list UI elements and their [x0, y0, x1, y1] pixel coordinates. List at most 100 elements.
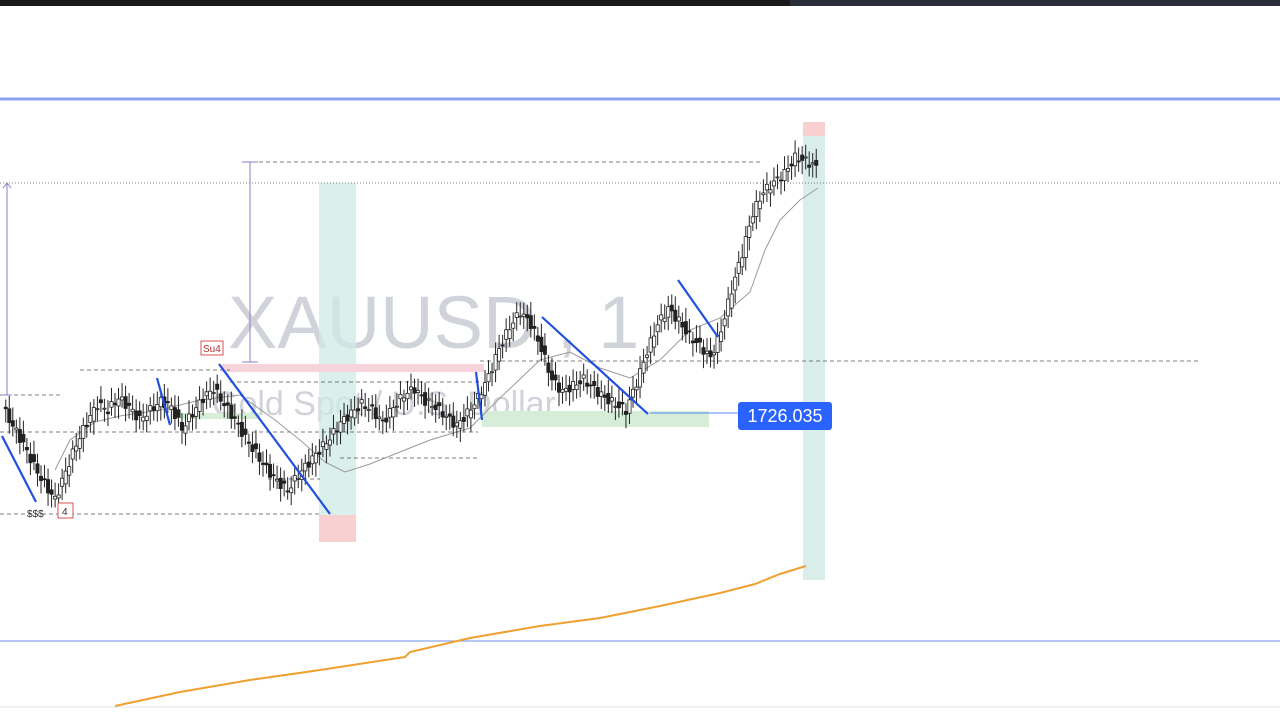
candle-body[interactable] [303, 462, 308, 472]
candle-body[interactable] [701, 347, 706, 355]
trend-lines[interactable] [1, 279, 719, 515]
candle-body[interactable] [250, 444, 255, 452]
candle-body[interactable] [779, 179, 784, 182]
candles-group[interactable] [3, 140, 819, 511]
candle-body[interactable] [440, 411, 445, 418]
candle-body[interactable] [535, 335, 540, 342]
candle-body[interactable] [743, 236, 748, 258]
candle-body[interactable] [683, 321, 688, 335]
candle-body[interactable] [7, 408, 12, 423]
candle-body[interactable] [260, 462, 265, 465]
candle-body[interactable] [183, 425, 188, 434]
candle-body[interactable] [218, 393, 223, 402]
candle-body[interactable] [465, 408, 470, 417]
candle-body[interactable] [616, 401, 621, 409]
candle-body[interactable] [236, 422, 241, 425]
candle-body[interactable] [331, 428, 336, 435]
candle-body[interactable] [782, 169, 787, 182]
candle-body[interactable] [373, 407, 378, 420]
candle-body[interactable] [31, 454, 36, 462]
candle-body[interactable] [426, 398, 431, 401]
last-price-label[interactable]: 1726.035 [738, 402, 832, 430]
candle-body[interactable] [246, 441, 251, 444]
candle-body[interactable] [169, 405, 174, 411]
candle-body[interactable] [105, 411, 110, 415]
candle-body[interactable] [60, 477, 65, 487]
candle-body[interactable] [567, 384, 572, 393]
candle-body[interactable] [412, 387, 417, 394]
red-zone-right-top[interactable] [803, 122, 825, 136]
candle-body[interactable] [194, 407, 199, 417]
candle-body[interactable] [102, 407, 107, 410]
candle-body[interactable] [204, 391, 209, 397]
candle-body[interactable] [215, 383, 220, 390]
candle-body[interactable] [387, 408, 392, 418]
candle-body[interactable] [609, 397, 614, 402]
candle-body[interactable] [581, 374, 586, 379]
candle-body[interactable] [761, 192, 766, 196]
candle-body[interactable] [810, 162, 815, 165]
candle-body[interactable] [803, 156, 808, 159]
candle-body[interactable] [17, 429, 22, 443]
candle-body[interactable] [764, 183, 769, 191]
candle-body[interactable] [201, 398, 206, 403]
candle-body[interactable] [652, 335, 657, 348]
candle-body[interactable] [542, 345, 547, 355]
candle-body[interactable] [666, 306, 671, 318]
green-vertical-zone-right[interactable] [803, 136, 825, 580]
candle-body[interactable] [134, 410, 139, 421]
candle-body[interactable] [673, 309, 678, 322]
candle-body[interactable] [800, 154, 805, 161]
candle-body[interactable] [151, 406, 156, 411]
candle-body[interactable] [137, 410, 142, 417]
candle-body[interactable] [408, 386, 413, 391]
candle-body[interactable] [63, 470, 68, 485]
candle-body[interactable] [24, 446, 29, 451]
candle-body[interactable] [232, 416, 237, 419]
candle-body[interactable] [190, 414, 195, 418]
candle-body[interactable] [631, 388, 636, 398]
candle-body[interactable] [602, 394, 607, 398]
candle-body[interactable] [690, 340, 695, 344]
candle-body[interactable] [719, 331, 724, 342]
candle-body[interactable] [324, 443, 329, 450]
candle-body[interactable] [229, 404, 234, 419]
candle-body[interactable] [754, 201, 759, 217]
candle-body[interactable] [282, 480, 287, 484]
candle-body[interactable] [623, 410, 628, 415]
candle-body[interactable] [564, 388, 569, 392]
candle-body[interactable] [77, 438, 82, 449]
range-measure-lines[interactable] [1, 161, 258, 396]
candle-body[interactable] [271, 474, 276, 477]
candle-body[interactable] [659, 314, 664, 321]
candle-body[interactable] [127, 402, 132, 406]
candle-body[interactable] [722, 318, 727, 327]
candle-body[interactable] [771, 180, 776, 187]
candle-body[interactable] [511, 322, 516, 329]
candle-body[interactable] [627, 399, 632, 414]
candle-body[interactable] [433, 404, 438, 411]
candle-body[interactable] [130, 408, 135, 413]
candle-body[interactable] [585, 382, 590, 387]
candle-body[interactable] [264, 462, 269, 466]
candle-body[interactable] [729, 293, 734, 309]
candle-body[interactable] [278, 477, 283, 489]
candle-body[interactable] [705, 350, 710, 354]
candle-body[interactable] [98, 399, 103, 404]
candle-body[interactable] [74, 445, 79, 452]
candle-body[interactable] [239, 421, 244, 437]
candle-body[interactable] [437, 402, 442, 407]
orange-moving-average[interactable] [114, 565, 807, 707]
candle-body[interactable] [91, 407, 96, 422]
candle-body[interactable] [497, 348, 502, 362]
candle-body[interactable] [662, 317, 667, 322]
candle-body[interactable] [310, 455, 315, 465]
candle-body[interactable] [726, 298, 731, 317]
candle-body[interactable] [458, 420, 463, 429]
candle-body[interactable] [486, 373, 491, 383]
candle-body[interactable] [507, 329, 512, 340]
candle-body[interactable] [120, 396, 125, 401]
candle-body[interactable] [490, 371, 495, 374]
candle-body[interactable] [398, 393, 403, 400]
candle-body[interactable] [211, 392, 216, 394]
